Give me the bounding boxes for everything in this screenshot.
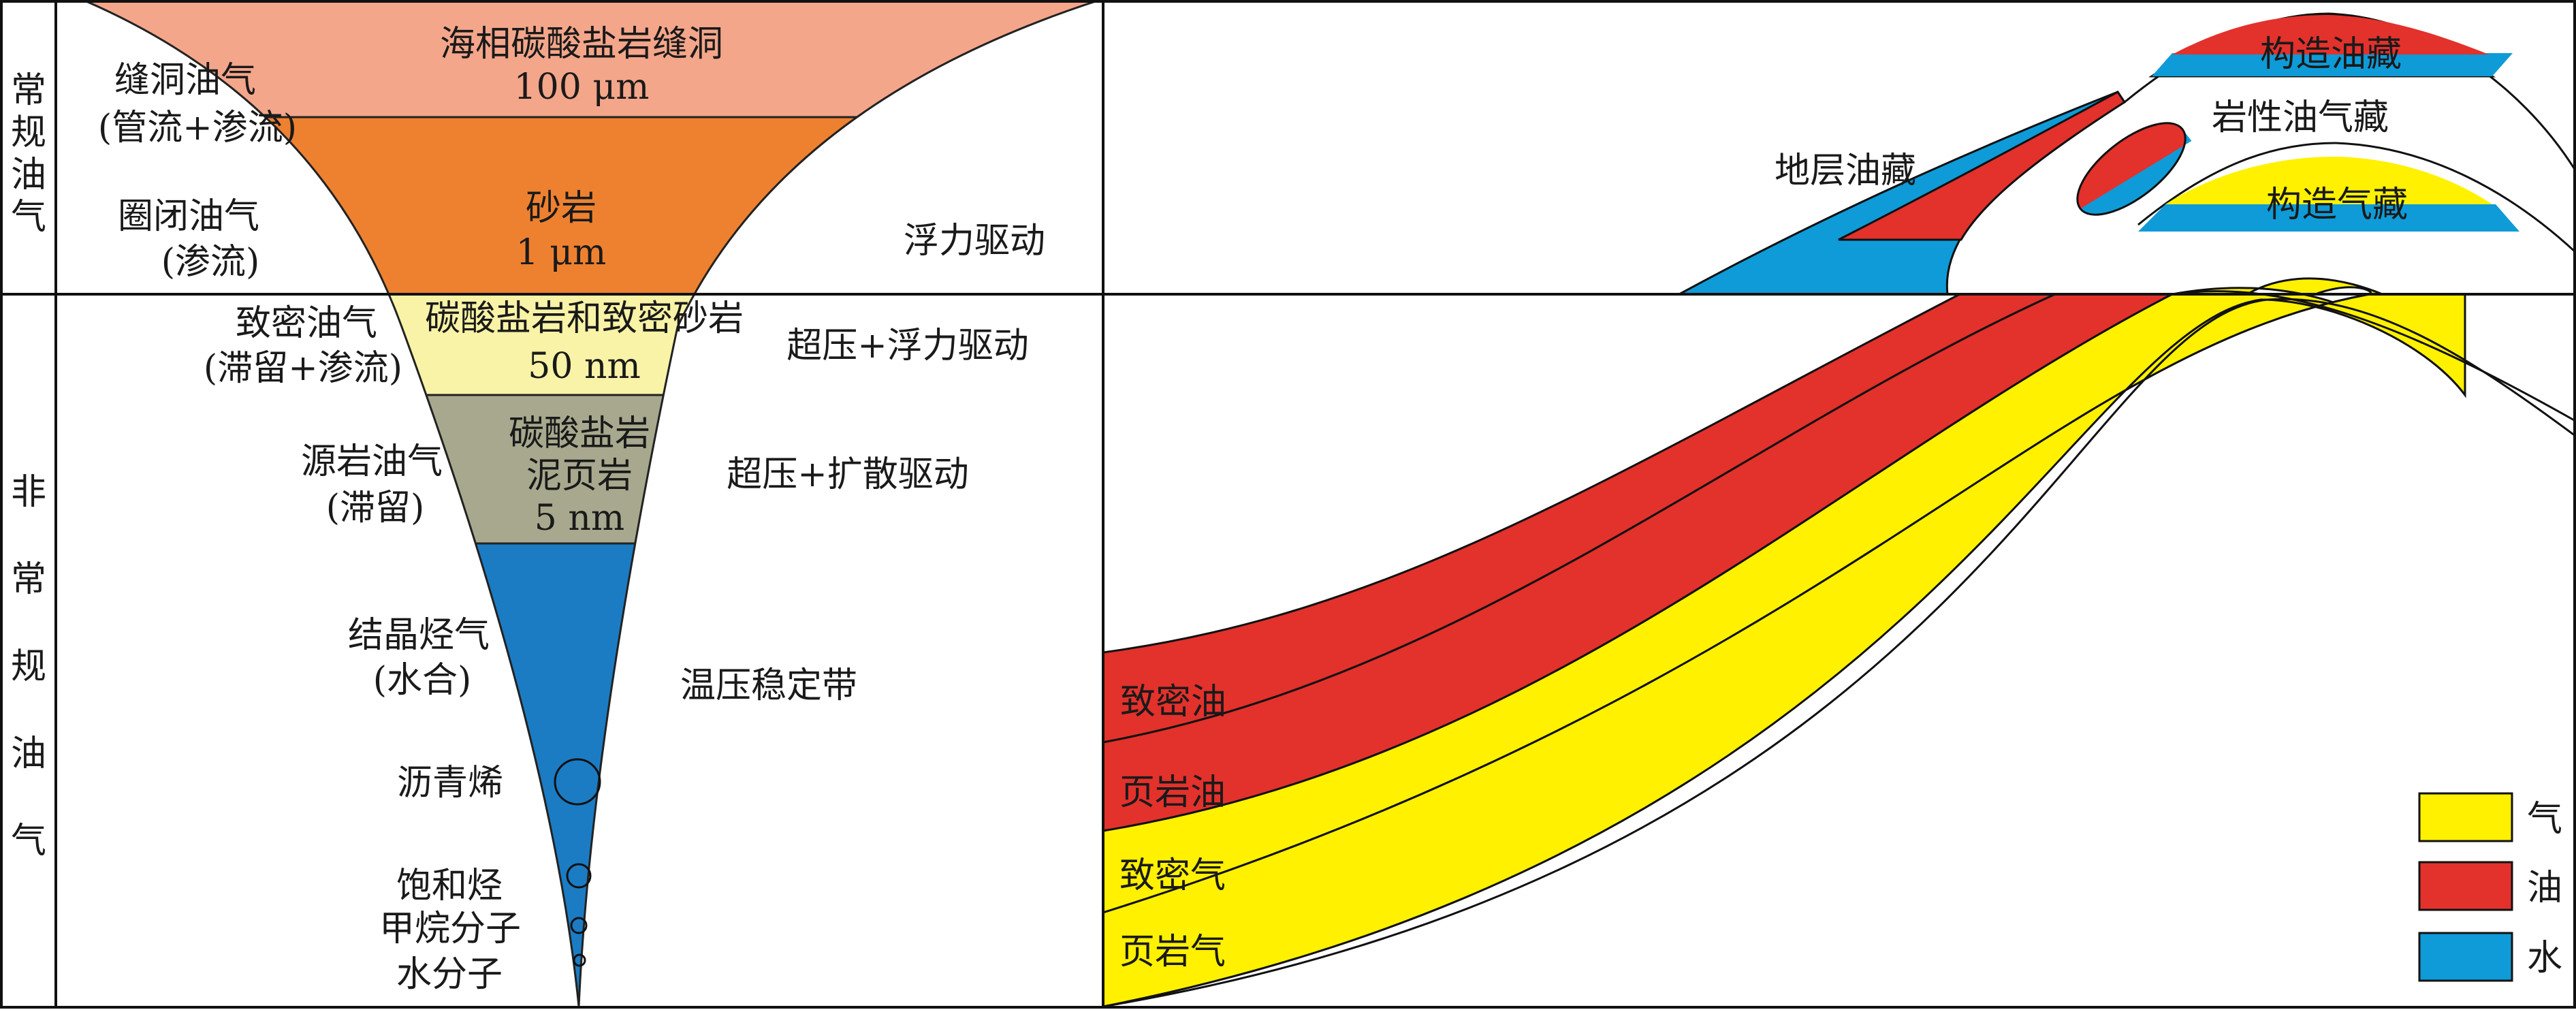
legend: 气 油 水	[2418, 792, 2562, 982]
layer-size-shale: 5 nm	[535, 498, 624, 539]
lithologic-reservoir	[2076, 122, 2192, 216]
legend-swatch-gas	[2418, 792, 2513, 842]
label-overpressure-buoyancy-drive: 超压+浮力驱动	[786, 326, 1029, 366]
structural-gas-reservoir	[2165, 157, 2492, 204]
structural-gas-water	[2138, 204, 2519, 232]
label-trap-oil-gas: 圈闭油气	[118, 196, 259, 237]
drive-labels: 浮力驱动 超压+浮力驱动 超压+扩散驱动 温压稳定带	[680, 221, 1045, 706]
methane-molecule	[570, 917, 588, 934]
side-labels: 常 规 油 气 非 常 规 油 气	[11, 70, 46, 861]
asphaltene-molecule	[554, 758, 601, 806]
structural-oil-reservoir-body	[2172, 15, 2489, 54]
label-lithologic-reservoir: 岩性油气藏	[2212, 97, 2389, 138]
legend-label-oil: 油	[2527, 868, 2562, 908]
side-label-unconventional-5: 气	[11, 821, 46, 861]
structural-gas-anticline	[2137, 142, 2576, 253]
label-fracture-cave-flow: (管流+渗流)	[98, 108, 297, 148]
saturated-hydrocarbon-molecule	[566, 863, 592, 889]
label-crystalline-gas: 结晶烃气	[348, 615, 490, 656]
side-label-unconventional-4: 油	[11, 733, 46, 774]
left-labels: 缝洞油气 (管流+渗流) 圈闭油气 (渗流) 致密油气 (滞留+渗流) 源岩油气…	[98, 60, 521, 995]
label-source-rock-flow: (滞留)	[326, 488, 425, 528]
label-asphaltene: 沥青烯	[397, 763, 503, 804]
layer-name-sandstone: 砂岩	[526, 188, 597, 229]
band-shale-gas	[1102, 293, 2466, 1008]
side-label-conventional-4: 气	[11, 197, 46, 238]
stratigraphic-reservoir-oil	[1838, 91, 2127, 241]
legend-swatch-water	[2418, 932, 2513, 982]
cross-section: 构造油藏 岩性油气藏 构造气藏 地层油藏 致密油 页岩油 致密气 页岩气	[1102, 12, 2576, 1008]
gas-band-top-outline	[2172, 290, 2576, 422]
label-structural-gas-reservoir: 构造气藏	[2266, 185, 2408, 225]
label-methane-molecule: 甲烷分子	[379, 908, 521, 949]
legend-label-water: 水	[2527, 938, 2562, 979]
label-structural-oil-reservoir: 构造油藏	[2260, 34, 2402, 75]
legend-label-gas: 气	[2527, 799, 2562, 840]
stratigraphic-reservoir	[1679, 91, 2127, 296]
label-source-rock-oil-gas: 源岩油气	[301, 441, 443, 482]
label-hydrate: (水合)	[373, 660, 472, 701]
band-tight-gas	[1102, 277, 2466, 915]
funnel-layer-labels: 海相碳酸盐岩缝洞 100 μm 砂岩 1 μm 碳酸盐岩和致密砂岩 50 nm …	[425, 24, 744, 539]
label-water-molecule: 水分子	[396, 954, 503, 995]
label-buoyancy-drive: 浮力驱动	[904, 221, 1045, 262]
label-saturated-hydrocarbon: 饱和烃	[396, 866, 503, 906]
label-tight-oil: 致密油	[1120, 682, 1226, 723]
side-label-unconventional-3: 规	[11, 646, 46, 687]
label-overpressure-diffusion-drive: 超压+扩散驱动	[727, 454, 969, 495]
label-tight-oil-gas: 致密油气	[236, 303, 377, 344]
label-tight-flow: (滞留+渗流)	[204, 348, 402, 389]
label-tight-gas: 致密气	[1119, 855, 1226, 896]
structural-oil-water	[2152, 53, 2513, 76]
label-stable-temperature-pressure-zone: 温压稳定带	[680, 665, 857, 706]
layer-name-shale-line2: 泥页岩	[526, 456, 633, 496]
layer-name-fracture-cave: 海相碳酸盐岩缝洞	[440, 24, 723, 65]
layer-name-tight: 碳酸盐岩和致密砂岩	[425, 298, 744, 339]
label-fracture-cave-oil-gas: 缝洞油气	[114, 60, 256, 101]
label-trap-flow: (渗流)	[161, 242, 260, 283]
label-shale-oil: 页岩油	[1119, 772, 1226, 813]
layer-size-fracture-cave: 100 μm	[514, 67, 650, 108]
side-label-unconventional-1: 非	[11, 472, 46, 513]
layer-name-shale-line1: 碳酸盐岩	[509, 413, 650, 454]
layer-size-tight: 50 nm	[528, 346, 641, 387]
side-label-conventional-3: 油	[11, 155, 46, 195]
water-molecule	[573, 953, 586, 967]
label-stratigraphic-reservoir: 地层油藏	[1775, 151, 1916, 191]
shale-gas-base-outline	[1102, 298, 2576, 1008]
label-shale-gas: 页岩气	[1119, 932, 1226, 973]
side-label-conventional-2: 规	[11, 112, 46, 153]
side-label-conventional-1: 常	[11, 70, 46, 111]
side-label-unconventional-2: 常	[11, 559, 46, 600]
funnel-layer-hydrate	[83, 543, 1100, 1007]
legend-swatch-oil	[2418, 861, 2513, 911]
layer-size-sandstone: 1 μm	[516, 232, 607, 273]
